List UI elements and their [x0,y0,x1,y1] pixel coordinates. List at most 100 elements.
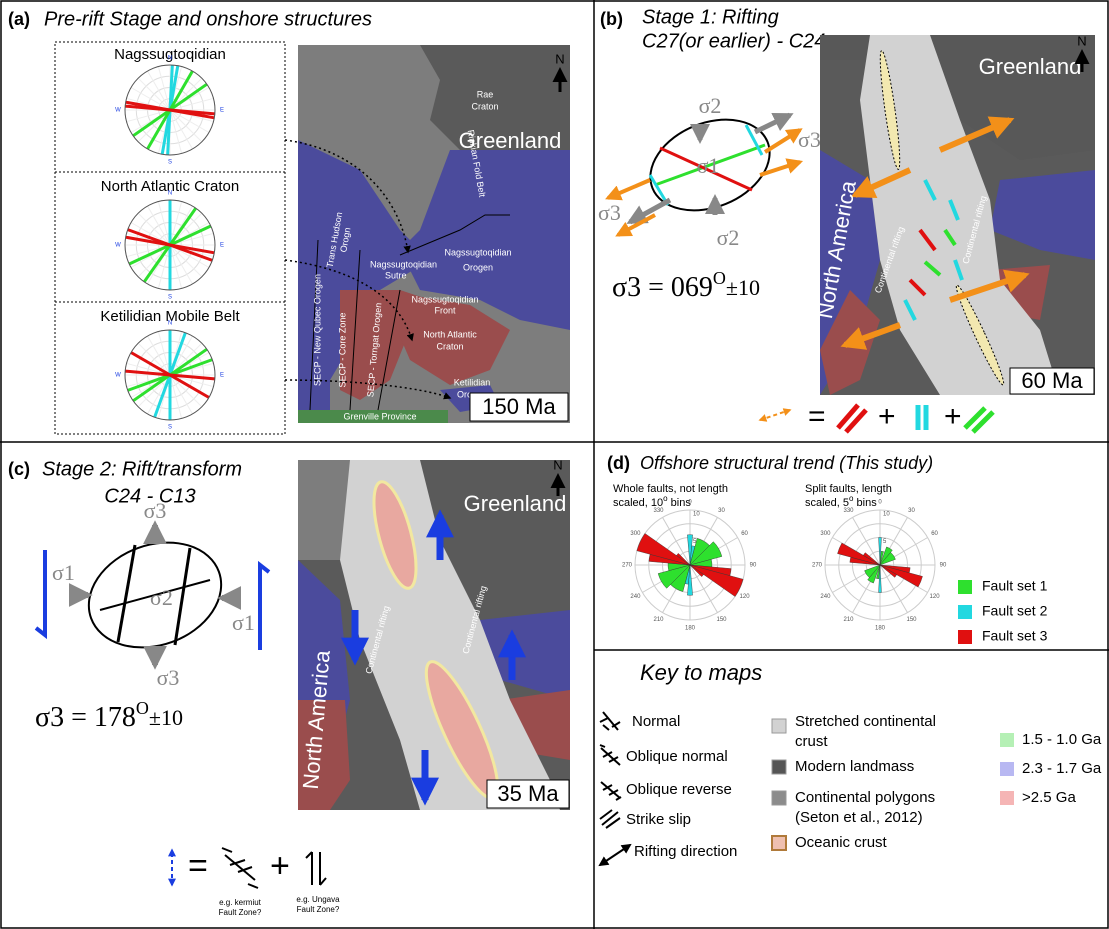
map-label: Greenland [464,491,567,516]
panel-title: Stage 1: Rifting [642,6,779,28]
angle-label: 30 [908,508,915,514]
compass-label: S [168,295,172,301]
map-label: Nagssugtoqidian [370,259,437,269]
stress-label: σ1 [697,153,720,178]
stress-label: σ1 [232,610,255,635]
legend-label: Fault set 2 [982,603,1048,619]
compass-label: N [168,321,172,327]
compass-label: E [220,108,224,114]
key-label: Rifting direction [634,843,737,860]
north-arrow: N [1077,33,1086,48]
key-title: Key to maps [640,660,762,685]
formula-text: ±10 [726,275,760,300]
key-swatch [772,836,786,850]
legend: Fault set 1 Fault set 2 Fault set 3 [958,578,1048,644]
legend-label: Fault set 3 [982,628,1048,644]
map-label: Sutre [385,270,407,280]
map-label: Nagssugtoqidian [444,247,511,257]
angle-label: 210 [653,617,664,623]
equation-symbol: + [270,847,290,885]
stress-label: σ2 [717,225,740,250]
key-swatch [772,760,786,774]
map-label: SECP - New Qubec Orogen [312,274,322,386]
map-b: Greenland North America Continental rift… [812,33,1095,395]
angle-label: 0 [878,500,882,506]
angle-label: 90 [750,563,757,569]
rose-caption: scaled, 10o bins [613,494,691,509]
stress-label: σ1 [52,560,75,585]
angle-label: 330 [653,508,664,514]
key-label: 2.3 - 1.7 Ga [1022,760,1102,777]
legend-swatch [958,630,972,644]
panel-title: Pre-rift Stage and onshore structures [44,8,372,30]
map-label: SECP - Core Zone [337,313,347,388]
panel-title: Stage 2: Rift/transform [42,458,242,480]
stress-formula: σ3 = 069O±10 [612,268,760,303]
angle-label: 240 [630,594,641,600]
angle-label: 60 [741,531,748,537]
legend-label: Fault set 1 [982,578,1048,594]
legend-swatch [958,605,972,619]
compass-label: E [220,373,224,379]
compass-label: S [168,160,172,166]
caption: e.g. Ungava [296,895,340,904]
key-label: Modern landmass [795,758,914,775]
key-areas: Stretched continentalcrustModern landmas… [772,713,936,851]
equation-symbol: = [808,400,826,433]
key-label: 1.5 - 1.0 Ga [1022,731,1102,748]
map-label: Front [434,305,456,315]
angle-label: 270 [622,563,633,569]
key-swatch [772,791,786,805]
map-label: Nagssugtoqidian [411,294,478,304]
map-label: North Atlantic [423,329,477,339]
caption: Fault Zone? [219,908,262,917]
north-arrow: N [553,457,562,472]
angle-label: 330 [843,508,854,514]
map-label: Grenville Province [343,411,416,421]
caption: e.g. kermiut [219,898,262,907]
equation-symbol: = [188,847,208,885]
key-label: Oblique reverse [626,781,732,798]
compass-label: S [168,425,172,431]
age-label: 35 Ma [497,781,559,806]
formula-sup: O [713,268,726,288]
formula-text: ±10 [149,705,183,730]
rose-caption: scaled, 5o bins [805,494,877,509]
key-label: Normal [632,713,680,730]
key-label: Stretched continental [795,713,936,730]
compass-label: E [220,243,224,249]
panel-label: (d) [607,453,630,473]
stress-label: σ2 [150,585,173,610]
panel-label: (a) [8,9,30,29]
compass-label: N [168,191,172,197]
angle-label: 150 [906,617,917,623]
angle-label: 150 [716,617,727,623]
key-ages: 1.5 - 1.0 Ga2.3 - 1.7 Ga>2.5 Ga [1000,731,1102,806]
compass-label: N [168,56,172,62]
key-swatch [1000,762,1014,776]
equation-symbol: + [944,400,962,433]
stress-label: σ3 [157,665,180,690]
offshore-roses: 0306090120150180210240270300330510030609… [622,500,947,632]
angle-label: 120 [740,594,751,600]
map-label: Ketilidian [454,377,491,387]
radius-label: 10 [693,512,700,518]
compass-label: W [115,243,121,249]
key-label: (Seton et al., 2012) [795,809,923,826]
age-label: 60 Ma [1021,368,1083,393]
rose-caption: Split faults, length [805,483,892,495]
key-label: Continental polygons [795,789,935,806]
key-swatch [1000,791,1014,805]
angle-label: 300 [630,531,641,537]
legend-swatch [958,580,972,594]
map-label: Rae [477,89,494,99]
angle-label: 120 [930,594,941,600]
key-swatch [772,719,786,733]
panel-title: Offshore structural trend (This study) [640,453,933,473]
stress-label: σ2 [699,93,722,118]
caption: Fault Zone? [297,905,340,914]
angle-label: 240 [820,594,831,600]
map-label: Orogen [463,262,493,272]
north-arrow: N [555,51,564,66]
